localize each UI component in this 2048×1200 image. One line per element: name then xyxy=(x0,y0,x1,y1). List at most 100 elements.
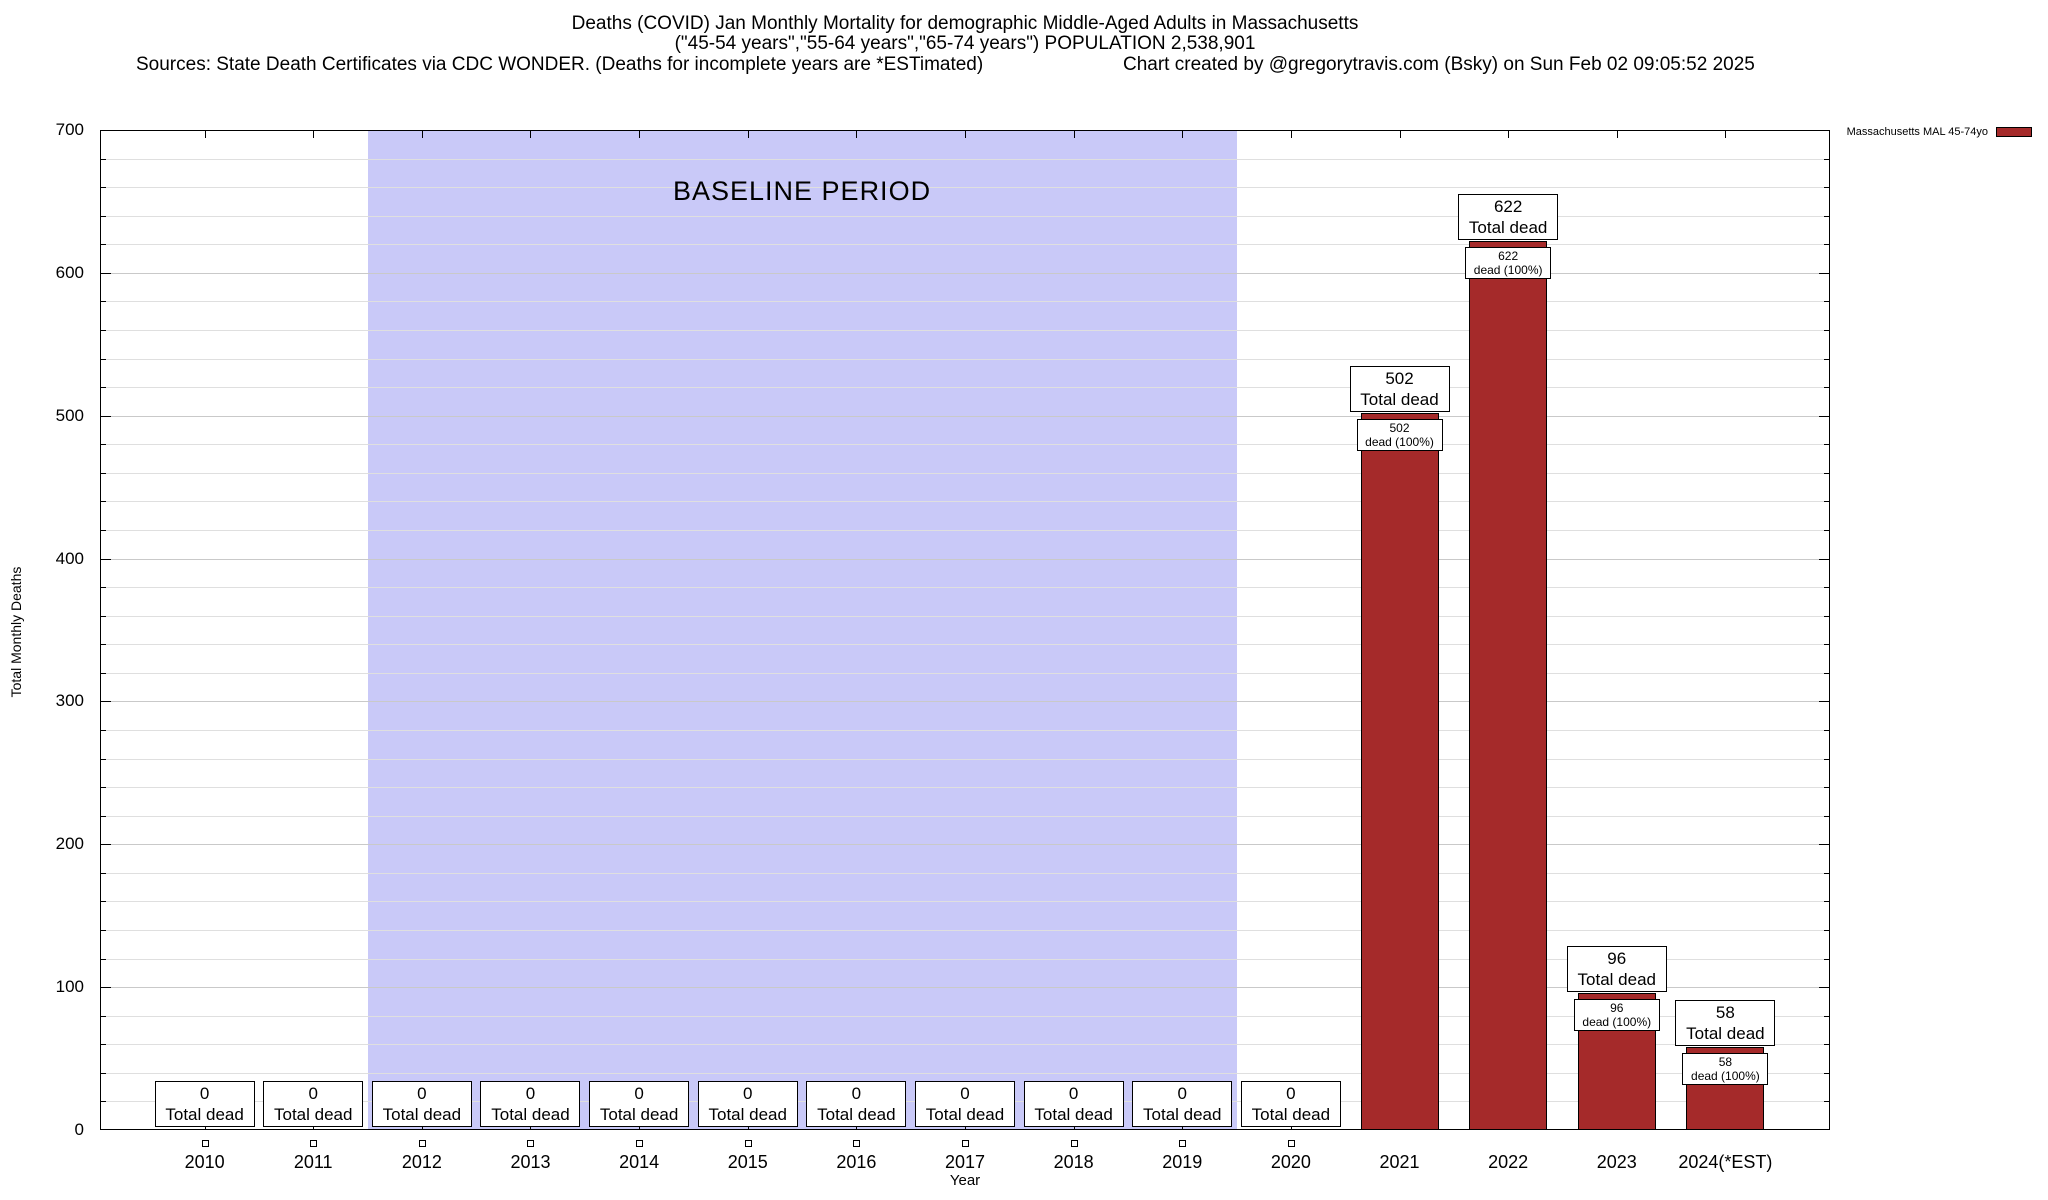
x-tick-mark xyxy=(313,131,315,138)
total-dead-number: 0 xyxy=(525,1084,536,1103)
x-tick-label: 2016 xyxy=(836,1152,877,1172)
x-tick-mark xyxy=(1725,131,1727,138)
gridline xyxy=(100,672,1830,674)
y-minor-tick-mark xyxy=(1824,730,1829,731)
y-minor-tick-mark xyxy=(101,1101,106,1103)
gridline xyxy=(100,272,1830,274)
legend-swatch xyxy=(1996,127,2032,137)
gridline xyxy=(100,701,1830,703)
y-tick-mark xyxy=(101,987,111,989)
zero-point-marker xyxy=(1287,1140,1295,1147)
gridline xyxy=(100,530,1830,531)
y-tick-mark xyxy=(1819,701,1829,703)
total-dead-caption: Total dead xyxy=(599,1105,679,1124)
y-minor-tick-mark xyxy=(101,501,106,503)
gridline xyxy=(100,958,1830,960)
gridline xyxy=(100,415,1830,417)
x-tick-mark xyxy=(1508,131,1510,138)
gridline xyxy=(100,1044,1830,1046)
zero-point-marker xyxy=(201,1140,209,1147)
y-minor-tick-mark xyxy=(101,301,106,303)
total-dead-number: 0 xyxy=(199,1084,210,1103)
x-tick-label: 2012 xyxy=(401,1152,442,1172)
y-minor-tick-mark xyxy=(101,958,106,960)
x-tick-mark xyxy=(965,131,966,138)
gridline xyxy=(100,1015,1830,1017)
y-tick-mark xyxy=(101,272,111,274)
total-dead-number: 96 xyxy=(1607,948,1627,968)
y-minor-tick-mark xyxy=(101,758,106,760)
y-minor-tick-mark xyxy=(101,1015,106,1017)
y-minor-tick-mark xyxy=(101,787,106,789)
y-minor-tick-mark xyxy=(1824,358,1829,360)
y-tick-mark xyxy=(101,701,111,703)
y-minor-tick-mark xyxy=(1824,672,1829,674)
y-tick-mark xyxy=(1819,987,1829,989)
y-minor-tick-mark xyxy=(101,187,106,189)
bar-value-box: 96 dead (100%) xyxy=(1573,998,1660,1031)
bar-value-number: 96 xyxy=(1610,1000,1624,1015)
total-dead-box: 0 Total dead xyxy=(589,1081,690,1127)
bar-value-number: 502 xyxy=(1389,420,1410,435)
x-tick-mark xyxy=(856,131,858,138)
y-tick-label: 0 xyxy=(74,1120,84,1139)
x-tick-label: 2011 xyxy=(293,1152,333,1172)
y-tick-mark xyxy=(1819,272,1829,274)
total-dead-number: 0 xyxy=(743,1084,753,1103)
total-dead-caption: Total dead xyxy=(708,1105,787,1124)
x-tick-mark xyxy=(1616,131,1618,138)
total-dead-box: 502 Total dead xyxy=(1349,365,1450,412)
y-minor-tick-mark xyxy=(1824,244,1829,246)
gridline xyxy=(100,644,1830,646)
total-dead-caption: Total dead xyxy=(1577,969,1656,989)
bar-value-caption: dead (100%) xyxy=(1365,434,1434,449)
y-minor-tick-mark xyxy=(1824,1072,1829,1074)
zero-point-marker xyxy=(1179,1140,1187,1147)
y-minor-tick-mark xyxy=(101,472,106,474)
zero-point-marker xyxy=(853,1140,861,1147)
x-tick-label: 2013 xyxy=(510,1152,551,1172)
y-minor-tick-mark xyxy=(1824,615,1829,617)
y-minor-tick-mark xyxy=(101,387,106,389)
chart-credit: Chart created by @gregorytravis.com (Bsk… xyxy=(1123,54,1755,75)
y-minor-tick-mark xyxy=(101,872,106,874)
gridline xyxy=(100,501,1830,503)
bar-value-box: 58 dead (100%) xyxy=(1682,1053,1769,1086)
y-minor-tick-mark xyxy=(1824,301,1829,303)
gridline xyxy=(100,872,1830,874)
total-dead-box: 96 Total dead xyxy=(1566,945,1667,992)
y-tick-label: 400 xyxy=(55,548,84,568)
y-minor-tick-mark xyxy=(101,615,106,617)
y-minor-tick-mark xyxy=(101,815,106,817)
zero-point-marker xyxy=(636,1140,644,1147)
y-minor-tick-mark xyxy=(101,244,106,246)
total-dead-caption: Total dead xyxy=(1686,1024,1765,1044)
gridline xyxy=(100,301,1830,303)
y-minor-tick-mark xyxy=(1824,1044,1829,1046)
total-dead-number: 0 xyxy=(960,1084,970,1103)
y-tick-label: 600 xyxy=(55,262,84,282)
total-dead-box: 0 Total dead xyxy=(480,1081,581,1127)
y-minor-tick-mark xyxy=(1824,930,1829,931)
y-minor-tick-mark xyxy=(101,930,106,931)
total-dead-caption: Total dead xyxy=(382,1105,462,1124)
total-dead-number: 58 xyxy=(1715,1003,1735,1023)
total-dead-box: 622 Total dead xyxy=(1458,194,1559,241)
total-dead-box: 0 Total dead xyxy=(1240,1081,1341,1127)
gridline xyxy=(100,730,1830,731)
y-minor-tick-mark xyxy=(1824,787,1829,789)
total-dead-box: 0 Total dead xyxy=(1132,1081,1233,1127)
total-dead-caption: Total dead xyxy=(1143,1105,1222,1124)
baseline-label: BASELINE PERIOD xyxy=(672,176,932,206)
chart-subtitle: ("45-54 years","55-64 years","65-74 year… xyxy=(674,33,1256,54)
y-tick-label: 700 xyxy=(55,120,84,139)
gridline xyxy=(100,901,1830,903)
total-dead-number: 0 xyxy=(1177,1084,1187,1103)
total-dead-caption: Total dead xyxy=(1034,1105,1113,1124)
y-minor-tick-mark xyxy=(101,672,106,674)
y-tick-mark xyxy=(1819,844,1829,846)
bar-value-caption: dead (100%) xyxy=(1691,1069,1760,1084)
y-minor-tick-mark xyxy=(101,330,106,331)
chart-sources: Sources: State Death Certificates via CD… xyxy=(136,54,984,75)
y-minor-tick-mark xyxy=(101,215,106,217)
